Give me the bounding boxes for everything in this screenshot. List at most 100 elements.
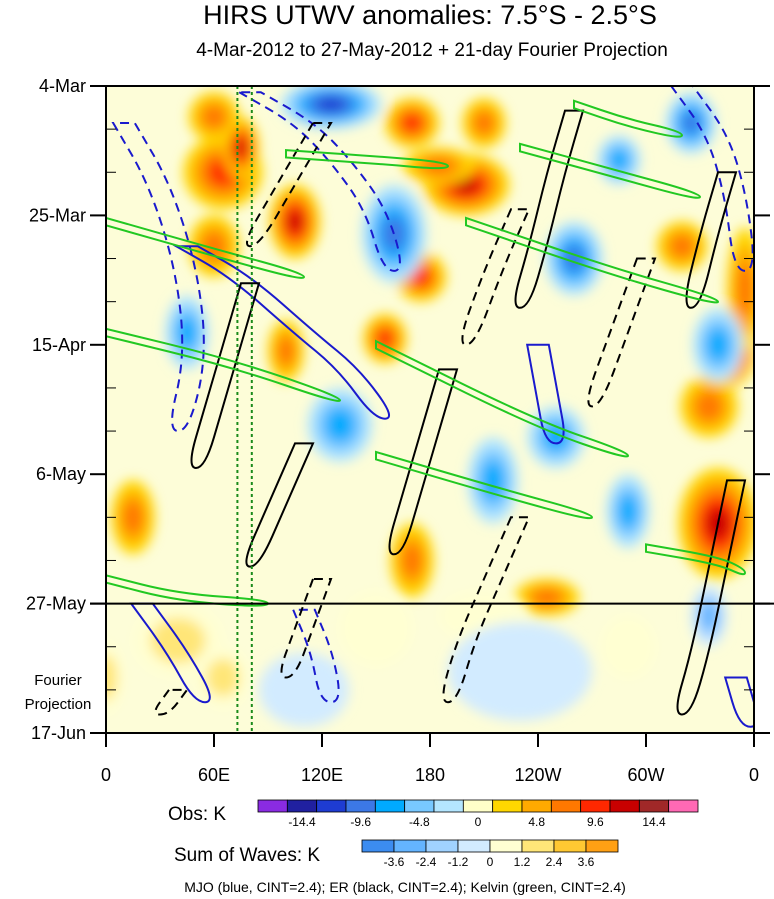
chart-title: HIRS UTWV anomalies: 7.5°S - 2.5°S <box>203 0 657 30</box>
kelvin-contour <box>573 99 684 138</box>
kelvin-contour <box>285 149 450 170</box>
mjo-contour <box>526 343 565 445</box>
colorbar-swatch <box>316 799 347 813</box>
er-contour <box>190 282 261 470</box>
fourier-label-line2: Projection <box>25 696 92 713</box>
y-tick-label: 27-May <box>26 594 86 614</box>
colorbar-swatch <box>462 799 494 813</box>
chart-subtitle: 4-Mar-2012 to 27-May-2012 + 21-day Fouri… <box>196 40 668 61</box>
kelvin-contour <box>375 339 630 458</box>
wave-sum-cell <box>340 591 412 666</box>
y-tick-label: 25-Mar <box>29 205 86 225</box>
er-contour <box>685 171 738 309</box>
er-contour <box>587 257 657 408</box>
waves-colorbar-tick: 3.6 <box>578 855 595 869</box>
anomaly-cell <box>682 112 700 134</box>
obs-colorbar-tick: 4.8 <box>528 815 545 829</box>
colorbar-swatch <box>638 799 670 813</box>
x-tick-label: 0 <box>749 765 759 785</box>
anomaly-cell <box>609 148 629 171</box>
colorbar-swatch <box>585 839 619 853</box>
wave-sum-cell <box>601 615 655 678</box>
y-tick-label: 6-May <box>36 464 86 484</box>
anomaly-cell <box>325 408 355 442</box>
colorbar-swatch <box>668 799 699 813</box>
er-contour <box>442 516 531 704</box>
waves-colorbar-tick: 2.4 <box>546 855 563 869</box>
er-contour <box>154 688 189 716</box>
anomaly-cell <box>670 235 694 258</box>
x-tick-label: 60E <box>198 765 230 785</box>
colorbar-swatch <box>345 799 376 813</box>
wave-contours <box>106 86 754 728</box>
y-tick-label: 15-Apr <box>32 335 86 355</box>
wave-sum-cell <box>150 617 206 664</box>
kelvin-contour <box>106 327 342 402</box>
colorbar-swatch <box>425 839 459 853</box>
colorbar-swatch <box>553 839 587 853</box>
anomaly-cell <box>532 589 562 606</box>
obs-colorbar-tick: -4.8 <box>409 815 430 829</box>
obs-colorbar-tick: 0 <box>475 815 482 829</box>
mjo-contour <box>111 122 205 433</box>
er-contour <box>245 442 315 568</box>
y-tick-label: 17-Jun <box>31 723 86 743</box>
mjo-contour <box>291 608 340 704</box>
kelvin-contour <box>375 450 594 520</box>
anomaly-cell <box>402 544 422 577</box>
kelvin-contour <box>465 216 720 304</box>
anomaly-cell <box>696 392 722 421</box>
colorbar-swatch <box>457 839 491 853</box>
colorbar-swatch <box>433 799 464 813</box>
y-tick-label: 4-Mar <box>39 76 86 96</box>
wave-sum-cell <box>701 602 717 630</box>
anomaly-cell <box>123 500 143 534</box>
er-contour <box>676 479 747 716</box>
waves-colorbar-tick: 1.2 <box>514 855 531 869</box>
waves-colorbar-tick: -1.2 <box>448 855 469 869</box>
mjo-contour <box>723 676 754 728</box>
anomaly-cell <box>402 114 422 132</box>
x-tick-label: 60W <box>627 765 664 785</box>
anomaly-cell <box>618 494 638 528</box>
colorbar-swatch <box>521 839 555 853</box>
colorbar-swatch <box>521 799 552 813</box>
x-tick-label: 180 <box>415 765 445 785</box>
anomaly-cell <box>278 337 294 365</box>
er-contour <box>461 208 531 346</box>
anomaly-cell <box>235 138 247 157</box>
obs-colorbar-tick: -9.6 <box>350 815 371 829</box>
waves-colorbar-tick: -3.6 <box>384 855 405 869</box>
colorbar-swatch <box>286 799 318 813</box>
x-tick-label: 120E <box>301 765 343 785</box>
colorbar-swatch <box>257 799 288 813</box>
anomaly-cell <box>474 112 494 134</box>
obs-colorbar-tick: 14.4 <box>642 815 666 829</box>
obs-colorbar: Obs: K -14.4 -9.6 -4.8 0 4.8 9.6 14.4 <box>168 799 699 829</box>
waves-colorbar: Sum of Waves: K -3.6 -2.4 -1.2 0 1.2 2.4 3.6 <box>174 839 619 869</box>
colorbar-swatch <box>489 839 523 853</box>
wave-sum-cell <box>259 652 349 727</box>
fourier-label-line1: Fourier <box>34 672 82 689</box>
er-contour <box>280 578 333 679</box>
kelvin-contour <box>645 543 747 576</box>
anomaly-cell <box>382 216 406 252</box>
wave-sum-cell <box>206 658 240 697</box>
x-tick-label: 0 <box>101 765 111 785</box>
obs-colorbar-label: Obs: K <box>168 804 226 825</box>
anomaly-cell <box>412 268 430 286</box>
y-axis: 4-Mar 25-Mar 15-Apr 6-May 27-May 17-Jun <box>26 76 770 743</box>
colorbar-swatch <box>580 799 611 813</box>
waves-colorbar-tick: 0 <box>487 855 494 869</box>
colorbar-swatch <box>393 839 427 853</box>
anomaly-cell <box>481 461 505 500</box>
er-contour <box>246 122 333 248</box>
anomaly-cell <box>316 97 346 112</box>
anomaly-cell <box>177 316 197 349</box>
waves-colorbar-tick: -2.4 <box>416 855 437 869</box>
colorbar-swatch <box>361 839 395 853</box>
anomaly-cell <box>737 261 753 317</box>
obs-colorbar-tick: -14.4 <box>288 815 316 829</box>
wave-sum-cell <box>448 622 592 721</box>
